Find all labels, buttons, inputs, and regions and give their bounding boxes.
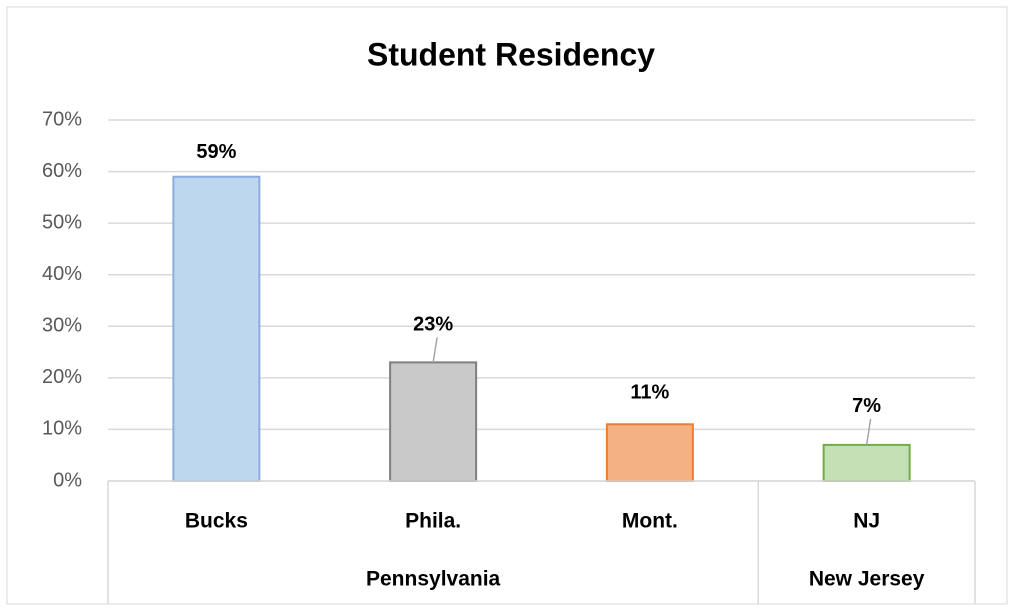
y-tick-label: 20% bbox=[42, 366, 82, 388]
y-tick-label: 30% bbox=[42, 315, 82, 337]
y-tick-label: 10% bbox=[42, 418, 82, 440]
x-tick-label: NJ bbox=[853, 510, 880, 533]
y-tick-label: 60% bbox=[42, 160, 82, 182]
x-tick-label: Mont. bbox=[622, 510, 678, 533]
group-label: Pennsylvania bbox=[366, 568, 501, 591]
y-tick-label: 40% bbox=[42, 263, 82, 285]
y-tick-label: 70% bbox=[42, 108, 82, 130]
group-label: New Jersey bbox=[809, 568, 925, 591]
data-label: 59% bbox=[196, 141, 236, 163]
x-tick-label: Phila. bbox=[405, 510, 461, 533]
data-label: 23% bbox=[413, 314, 453, 336]
x-tick-label: Bucks bbox=[185, 510, 248, 533]
bar bbox=[172, 175, 261, 482]
data-label: 7% bbox=[852, 395, 881, 417]
y-tick-label: 0% bbox=[53, 469, 82, 491]
y-tick-label: 50% bbox=[42, 211, 82, 233]
chart-title: Student Residency bbox=[367, 36, 655, 72]
bar bbox=[822, 443, 911, 482]
bar bbox=[389, 361, 478, 482]
leader-line bbox=[432, 337, 438, 363]
bar bbox=[605, 423, 694, 482]
leader-line bbox=[865, 418, 872, 446]
data-label: 11% bbox=[630, 382, 669, 404]
